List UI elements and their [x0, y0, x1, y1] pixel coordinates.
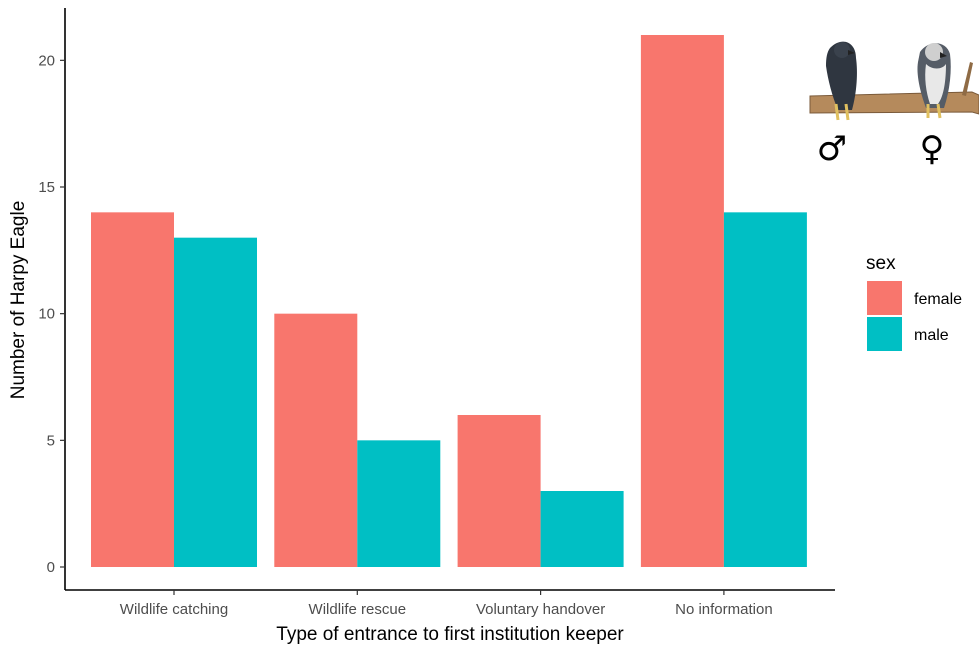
- legend: sex female male: [866, 253, 962, 351]
- female-symbol: ♀: [920, 129, 945, 169]
- y-tick-label: 5: [47, 432, 55, 449]
- legend-swatch-male: [867, 317, 902, 351]
- bars-group: [91, 35, 807, 568]
- bar-male-no-information: [723, 212, 807, 568]
- male-symbol: ♂: [817, 129, 847, 169]
- male-eagle-illustration: [826, 41, 857, 121]
- bar-female-no-information: [640, 35, 724, 567]
- axes-group: [64, 8, 835, 591]
- y-axis-title: Number of Harpy Eagle: [8, 201, 29, 400]
- x-ticks-group: Wildlife catching Wildlife rescue Voluntar…: [120, 590, 773, 618]
- x-tick-label: Wildlife rescue: [309, 601, 407, 618]
- x-tick-label: Wildlife catching: [120, 601, 228, 618]
- legend-label-female: female: [914, 291, 962, 308]
- bar-male-wildlife-catching: [174, 237, 257, 567]
- y-tick-label: 15: [38, 179, 55, 196]
- y-tick-label: 0: [47, 559, 55, 576]
- x-tick-label: Voluntary handover: [476, 601, 605, 618]
- bar-female-voluntary-handover: [457, 415, 541, 567]
- x-axis-title: Type of entrance to first institution ke…: [276, 624, 624, 645]
- bar-male-wildlife-rescue: [357, 440, 441, 567]
- bar-female-wildlife-catching: [91, 212, 174, 568]
- female-eagle-illustration: [917, 43, 951, 119]
- bar-female-wildlife-rescue: [274, 313, 358, 567]
- y-tick-label: 20: [38, 52, 55, 69]
- legend-swatch-female: [867, 281, 902, 315]
- y-tick-label: 10: [38, 306, 55, 323]
- branch-twig: [962, 62, 973, 96]
- legend-title: sex: [866, 253, 896, 274]
- bar-male-voluntary-handover: [540, 491, 624, 567]
- harpy-eagle-inset: ♂ ♀: [809, 41, 979, 169]
- x-tick-label: No information: [675, 601, 773, 618]
- y-ticks-group: 0 5 10 15 20: [38, 52, 65, 576]
- legend-label-male: male: [914, 327, 949, 344]
